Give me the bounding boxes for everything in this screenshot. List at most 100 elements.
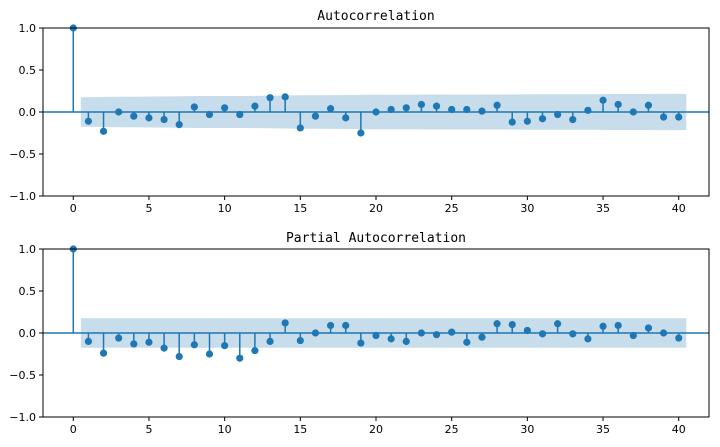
stem-marker (432, 331, 441, 339)
stem-marker (236, 354, 244, 362)
stem-marker (659, 329, 668, 337)
stem-marker (281, 319, 289, 327)
stem-marker (251, 347, 259, 355)
stem-marker (84, 337, 93, 345)
stem-marker (584, 106, 592, 114)
stem-marker (357, 339, 365, 347)
stem-marker (130, 340, 138, 348)
stem-marker (296, 124, 304, 132)
stem-marker (599, 322, 607, 330)
stem-marker (326, 321, 335, 330)
x-tick-label: 0 (70, 202, 77, 215)
stem-marker (614, 321, 622, 330)
stem-marker (387, 105, 395, 114)
stem-marker (478, 107, 486, 115)
stem-marker (569, 115, 577, 124)
stem-marker (599, 96, 607, 104)
stem-marker (99, 127, 108, 135)
stem-marker (130, 112, 138, 120)
x-tick-label: 30 (520, 202, 534, 215)
stem-marker (145, 114, 153, 122)
y-tick-label: 0.5 (19, 285, 37, 298)
stem-marker (311, 329, 320, 337)
x-tick-label: 40 (672, 423, 686, 436)
stem-marker (554, 320, 562, 328)
x-tick-label: 25 (445, 202, 459, 215)
stem-marker (508, 118, 516, 126)
stem-marker (205, 350, 214, 358)
x-tick-label: 10 (218, 202, 232, 215)
stem-marker (84, 117, 93, 125)
stem-marker (266, 94, 274, 102)
y-tick-label: −1.0 (9, 190, 36, 203)
stem-marker (629, 331, 637, 340)
stem-marker (432, 102, 441, 110)
stem-marker (342, 114, 350, 122)
stem-marker (675, 113, 683, 121)
stem-marker (115, 108, 123, 116)
stem-marker (326, 105, 335, 113)
stem-marker (508, 321, 516, 329)
stem-marker (387, 335, 395, 343)
stem-marker (402, 337, 410, 345)
stem-marker (160, 115, 168, 124)
stem-marker (493, 320, 501, 328)
stem-marker (538, 330, 547, 338)
stem-marker (190, 341, 198, 349)
stem-marker (538, 115, 547, 123)
stem-marker (311, 112, 320, 120)
partial-autocorrelation-title: Partial Autocorrelation (286, 231, 466, 246)
stem-marker (190, 103, 198, 111)
stem-marker (417, 100, 426, 109)
stem-marker (115, 334, 123, 342)
stem-marker (463, 105, 471, 114)
y-tick-label: −1.0 (9, 411, 36, 424)
stem-marker (236, 110, 244, 119)
stem-marker (372, 331, 380, 340)
stem-marker (221, 342, 229, 350)
x-tick-label: 5 (145, 423, 152, 436)
stem-marker (448, 105, 456, 114)
stem-marker (644, 101, 653, 109)
stem-marker (629, 108, 637, 116)
stem-marker (523, 117, 531, 125)
x-tick-label: 30 (520, 423, 534, 436)
x-tick-label: 10 (218, 423, 232, 436)
stem-marker (99, 349, 108, 357)
y-tick-label: 1.0 (19, 243, 37, 256)
stem-marker (175, 121, 183, 129)
stem-marker (145, 338, 153, 346)
stem-marker (659, 113, 668, 121)
x-tick-label: 15 (293, 202, 307, 215)
stem-marker (296, 336, 304, 345)
stem-marker (584, 335, 592, 343)
autocorrelation-panel: Autocorrelation 0 5 10 15 20 25 30 35 40 1.0 0.5 0.… (9, 9, 710, 215)
stem-marker (281, 93, 289, 101)
stem-marker (463, 338, 471, 346)
x-tick-label: 5 (145, 202, 152, 215)
stem-marker (675, 334, 683, 342)
stem-marker (175, 352, 183, 361)
y-tick-label: 1.0 (19, 22, 37, 35)
x-tick-label: 35 (596, 423, 610, 436)
x-tick-label: 25 (445, 423, 459, 436)
x-tick-label: 20 (369, 423, 383, 436)
stem-marker (342, 321, 350, 330)
y-tick-label: 0.0 (19, 106, 37, 119)
stem-marker (554, 110, 562, 119)
stem-marker (644, 324, 653, 332)
stem-marker (251, 102, 259, 110)
stem-marker (478, 333, 486, 341)
stem-marker (205, 110, 214, 119)
autocorrelation-title: Autocorrelation (317, 9, 434, 24)
stem-marker (493, 101, 501, 109)
stem-marker (448, 328, 456, 336)
stem-marker (372, 108, 380, 116)
x-tick-label: 40 (672, 202, 686, 215)
y-tick-label: 0.0 (19, 327, 37, 340)
stem-marker (614, 100, 622, 109)
y-tick-label: 0.5 (19, 64, 37, 77)
x-tick-label: 20 (369, 202, 383, 215)
stem-marker (160, 344, 168, 352)
